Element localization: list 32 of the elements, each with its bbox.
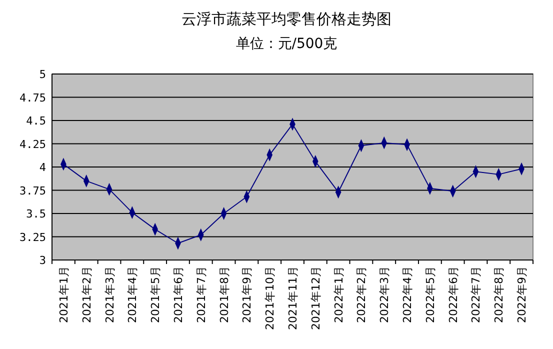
x-tick-label: 2021年2月 <box>80 266 94 323</box>
x-tick-label: 2022年4月 <box>401 266 414 323</box>
y-tick-label: 5 <box>39 68 46 81</box>
x-tick-label: 2021年3月 <box>103 266 116 323</box>
y-tick-label: 4.25 <box>20 138 46 151</box>
x-tick-label: 2021年4月 <box>126 266 140 323</box>
x-tick-label: 2022年8月 <box>492 266 506 323</box>
x-tick-label: 2022年9月 <box>516 266 529 323</box>
y-tick-label: 3.75 <box>20 184 46 198</box>
y-tick-label: 3.25 <box>20 230 46 244</box>
x-tick-label: 2022年7月 <box>470 266 483 323</box>
x-tick-label: 2021年10月 <box>264 266 277 330</box>
y-tick-label: 4.5 <box>26 114 46 128</box>
y-tick-label: 4 <box>39 161 46 174</box>
x-tick-label: 2022年1月 <box>332 266 346 323</box>
y-tick-label: 3.5 <box>26 208 46 220</box>
x-tick-label: 2021年12月 <box>309 266 322 330</box>
x-tick-label: 2021年5月 <box>149 266 162 323</box>
x-tick-label: 2021年7月 <box>194 266 208 323</box>
x-tick-label: 2021年11月 <box>286 266 300 330</box>
chart-subtitle: 单位：元/500克 <box>236 36 338 52</box>
x-tick-label: 2022年6月 <box>446 266 460 323</box>
y-tick-label: 4.75 <box>20 91 46 104</box>
x-tick-label: 2022年5月 <box>424 266 437 323</box>
x-tick-label: 2022年2月 <box>355 266 368 323</box>
x-tick-label: 2021年6月 <box>172 266 185 323</box>
x-tick-label: 2021年1月 <box>57 266 70 323</box>
x-tick-label: 2021年8月 <box>218 266 231 323</box>
chart-title: 云浮市蔬菜平均零售价格走势图 <box>182 10 392 28</box>
y-tick-label: 3 <box>39 254 46 267</box>
x-tick-label: 2021年9月 <box>240 266 254 323</box>
x-tick-label: 2022年3月 <box>378 266 392 323</box>
